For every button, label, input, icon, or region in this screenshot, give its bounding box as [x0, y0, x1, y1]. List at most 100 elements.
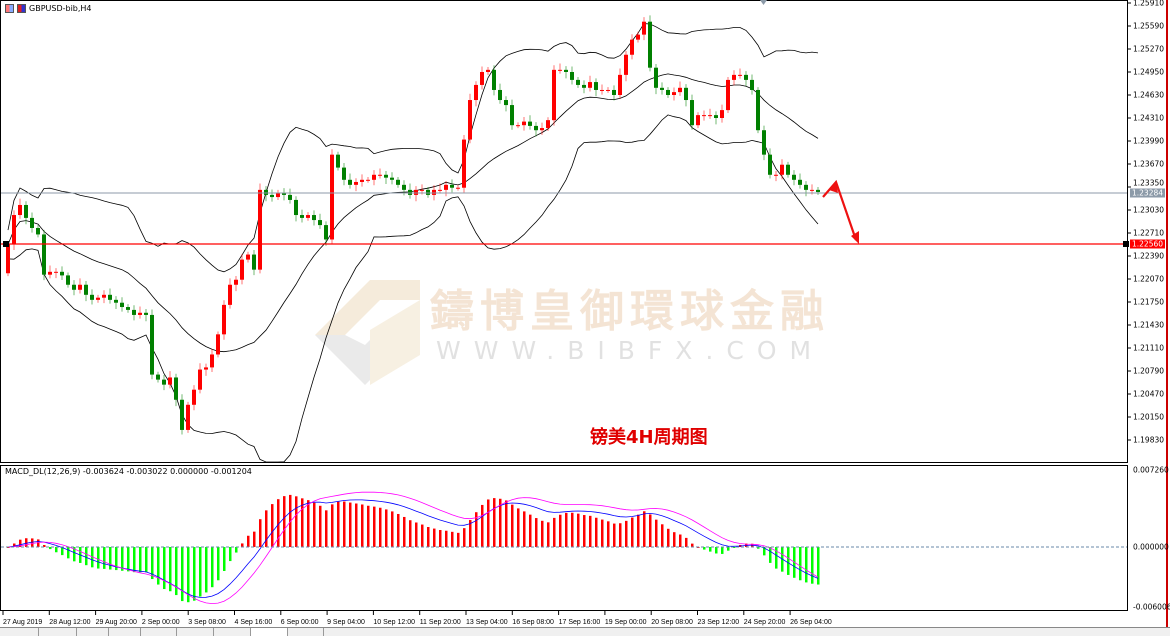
candle-body	[702, 115, 706, 117]
candle	[504, 96, 508, 112]
candle-body	[426, 189, 430, 195]
candle-body	[408, 189, 412, 195]
candle	[96, 294, 100, 303]
support-line-handle[interactable]	[3, 241, 9, 247]
candle-body	[174, 377, 178, 400]
candle	[324, 221, 328, 246]
macd-histogram-bar	[775, 547, 778, 569]
chart-tab[interactable]	[77, 628, 109, 636]
macd-histogram-bar	[205, 547, 208, 593]
macd-histogram-bar	[445, 530, 448, 547]
candle-body	[138, 312, 142, 315]
chart-tab[interactable]	[109, 628, 141, 636]
chart-tabs-bar[interactable]	[0, 627, 1170, 636]
chart-tab[interactable]	[0, 628, 39, 636]
macd-histogram-bar	[757, 547, 760, 549]
chart-tab[interactable]	[288, 628, 324, 636]
support-line-handle-right[interactable]	[1123, 241, 1129, 247]
candle	[624, 51, 628, 82]
candle-body	[630, 39, 634, 55]
candle	[588, 75, 592, 92]
candle-body	[150, 314, 154, 375]
candle	[522, 116, 526, 131]
candle-body	[276, 192, 280, 198]
macd-histogram-bar	[49, 547, 52, 550]
macd-histogram-bar	[595, 517, 598, 547]
candle-body	[768, 154, 772, 175]
candle-body	[66, 275, 70, 285]
candle	[222, 300, 226, 340]
candle-body	[780, 164, 784, 175]
chart-tab-active[interactable]	[251, 628, 288, 636]
chart-tab[interactable]	[141, 628, 177, 636]
candle	[486, 66, 490, 75]
time-tick-label: 19 Sep 00:00	[604, 619, 647, 626]
candle-body	[552, 69, 556, 121]
candle-body	[618, 74, 622, 95]
candle-body	[204, 367, 208, 370]
forecast-arrow[interactable]	[822, 179, 859, 244]
macd-histogram-bar	[511, 504, 514, 547]
time-tick-label: 10 Sep 12:00	[373, 619, 416, 626]
candle	[798, 173, 802, 189]
price-tick-label: 1.21750	[1133, 297, 1165, 307]
macd-histogram-bar	[43, 545, 46, 547]
candle	[444, 181, 448, 197]
candle-body	[666, 89, 670, 95]
candle-body	[456, 187, 460, 189]
candle-body	[96, 297, 100, 300]
chart-tab[interactable]	[214, 628, 251, 636]
candle-body	[348, 179, 352, 185]
candle	[66, 272, 70, 288]
bollinger-upper	[7, 23, 819, 273]
candle-body	[708, 115, 712, 117]
watermark-logo	[315, 280, 420, 385]
candle-body	[216, 334, 220, 355]
candle-body	[324, 225, 328, 240]
candle-body	[696, 115, 700, 126]
candle	[12, 210, 16, 250]
chart-tab[interactable]	[39, 628, 77, 636]
candle-body	[390, 177, 394, 180]
candle	[144, 309, 148, 322]
candle	[582, 80, 586, 94]
candle	[216, 331, 220, 358]
candle	[702, 110, 706, 121]
macd-histogram-bar	[805, 547, 808, 583]
candle	[474, 81, 478, 107]
candle	[678, 81, 682, 96]
candle-body	[234, 279, 238, 285]
time-tick-label: 3 Sep 08:00	[188, 619, 226, 626]
macd-histogram-bar	[109, 547, 112, 570]
shift-marker-icon[interactable]	[760, 0, 767, 5]
candle-body	[624, 54, 628, 75]
candle	[276, 189, 280, 200]
macd-histogram-bar	[415, 522, 418, 547]
candle-body	[210, 354, 214, 368]
candle-body	[732, 74, 736, 80]
candle-body	[246, 254, 250, 260]
chart-tab[interactable]	[177, 628, 214, 636]
candle	[762, 125, 766, 161]
price-tick-label: 1.22390	[1133, 251, 1165, 261]
macd-histogram-bar	[25, 538, 28, 547]
candle	[102, 290, 106, 304]
candle	[288, 188, 292, 204]
candle-body	[774, 174, 778, 176]
macd-histogram-bar	[799, 547, 802, 581]
candle	[210, 349, 214, 373]
candle-body	[84, 284, 88, 295]
candle-body	[120, 302, 124, 308]
macd-histogram-bar	[265, 510, 268, 547]
candle	[618, 68, 622, 99]
candle	[600, 84, 604, 95]
macd-histogram-bar	[121, 547, 124, 571]
candle	[354, 178, 358, 192]
candle	[510, 99, 514, 130]
macd-histogram-bar	[295, 496, 298, 547]
macd-histogram-bar	[181, 547, 184, 602]
macd-histogram-bar	[817, 547, 820, 585]
time-tick-label: 27 Aug 2019	[3, 619, 43, 626]
candle-body	[636, 34, 640, 40]
